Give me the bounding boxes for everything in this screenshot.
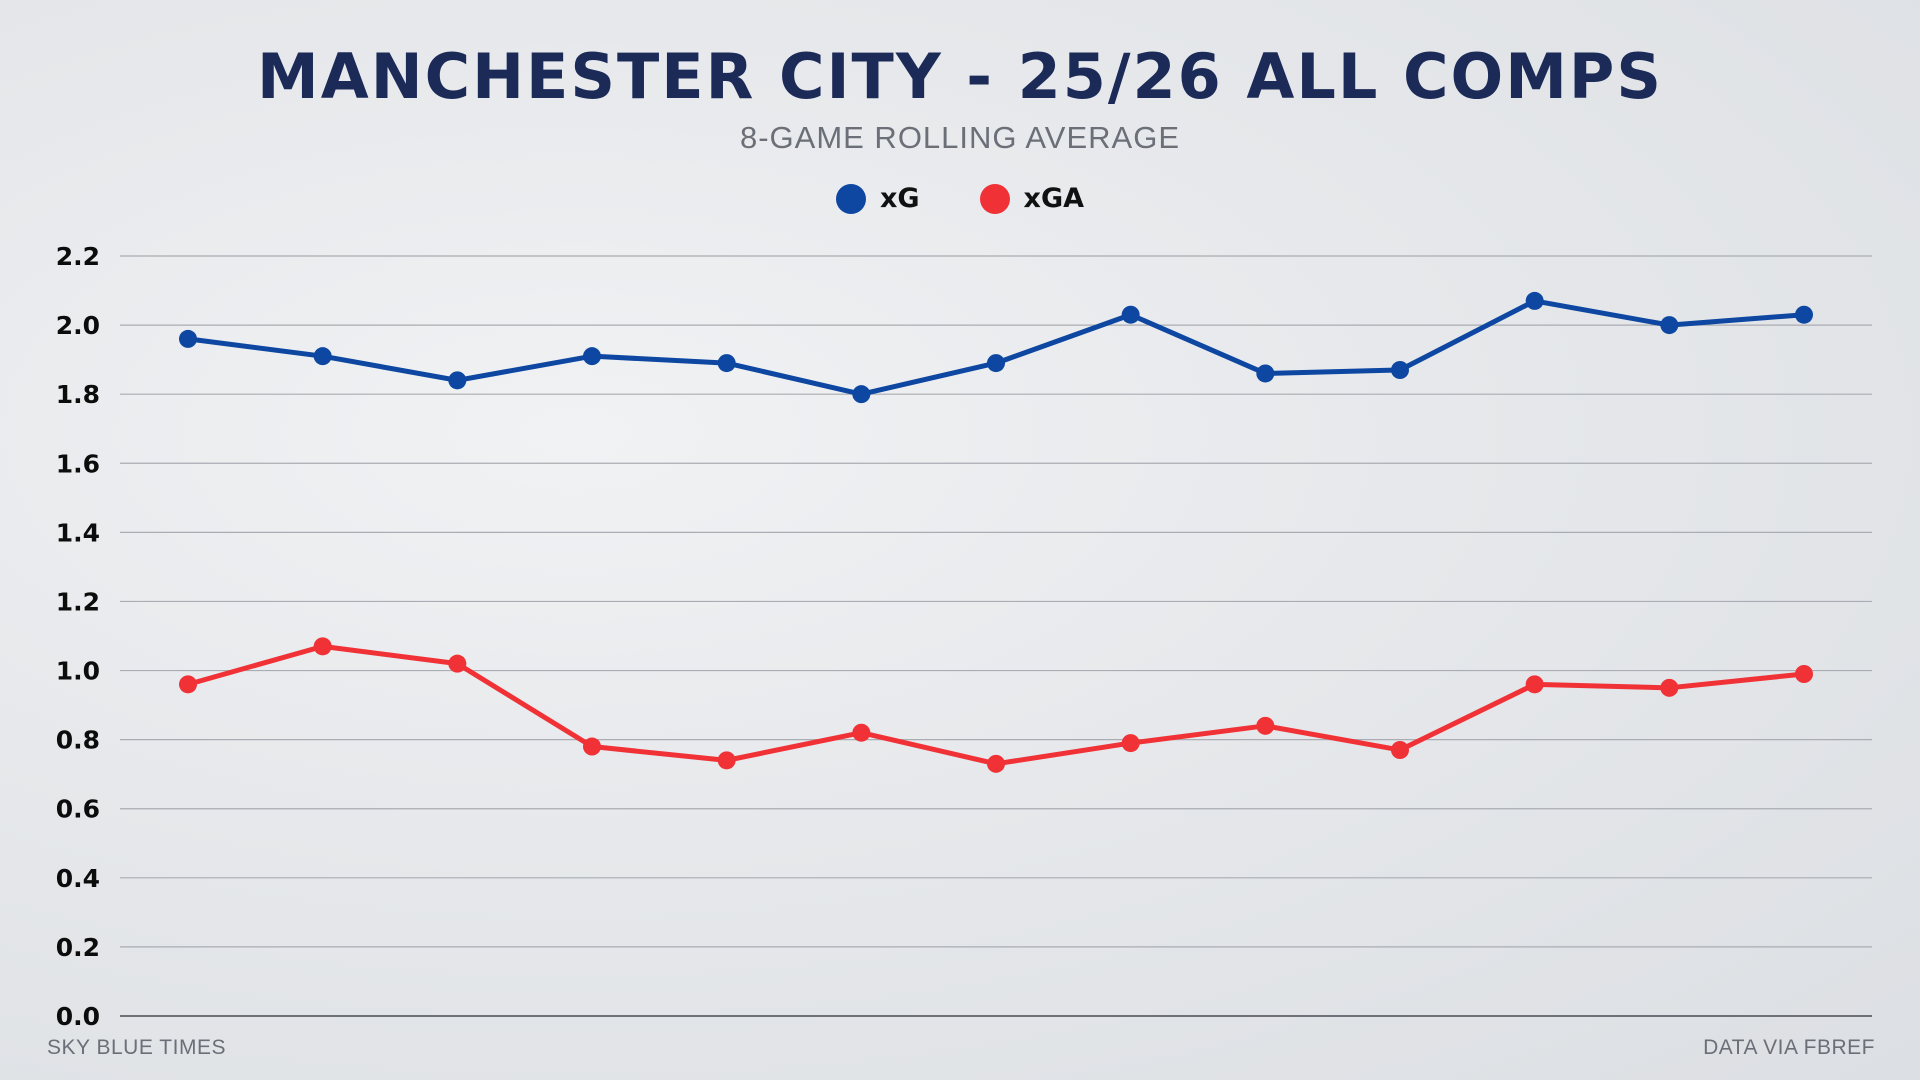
legend-marker-xga [979,183,1010,214]
data-point-xga [448,654,467,673]
data-point-xg [852,385,871,404]
y-tick-label: 1.8 [56,380,100,409]
series-lines [179,291,1813,773]
data-point-xg [1795,305,1813,324]
data-point-xga [1660,678,1679,697]
legend-marker-xg [835,183,866,214]
y-tick-label: 1.6 [56,449,100,478]
gridlines [120,255,1872,1017]
data-point-xg [987,354,1005,373]
series-xga [179,637,1813,773]
legend-item-xga: xGA [979,183,1085,214]
data-point-xg [1525,291,1544,310]
data-point-xga [1795,665,1813,683]
credit-data: DATA VIA FBREF [1703,1036,1875,1059]
y-tick-label: 1.0 [56,657,100,686]
legend: xG xGA [0,183,1920,214]
chart-title: MANCHESTER CITY - 25/26 ALL COMPS [257,40,1663,113]
data-point-xga [1256,716,1275,735]
legend-label-xga: xGA [1023,183,1085,214]
data-point-xga [987,754,1005,773]
data-point-xga [313,637,332,656]
data-point-xga [717,751,736,770]
y-tick-label: 1.2 [56,587,100,616]
data-point-xg [1660,316,1679,335]
data-point-xg [717,354,736,373]
data-point-xg [1256,364,1275,383]
y-axis-ticks: 0.0 0.2 0.4 0.6 0.8 1.0 1.2 1.4 1.6 1.8 2.0 2.2 [56,242,100,1031]
credit-source: SKY BLUE TIMES [47,1036,226,1059]
data-point-xga [1121,734,1140,753]
series-line-xg [187,298,1805,397]
series-xg [179,291,1813,404]
data-point-xg [1121,305,1140,324]
series-line-xga [187,643,1805,767]
data-point-xg [1391,361,1409,379]
data-point-xga [852,723,871,742]
y-tick-label: 2.0 [56,311,100,340]
y-tick-label: 0.2 [56,933,100,962]
y-tick-label: 0.8 [56,726,100,755]
y-tick-label: 1.4 [56,518,100,547]
y-tick-label: 2.2 [56,242,100,271]
data-point-xg [179,329,197,348]
chart-subtitle: 8-GAME ROLLING AVERAGE [739,120,1181,155]
legend-item-xg: xG [835,183,920,214]
y-tick-label: 0.4 [56,864,100,893]
data-point-xg [583,347,601,366]
y-tick-label: 0.0 [56,1002,100,1031]
data-point-xg [448,371,467,390]
legend-label-xg: xG [879,183,920,214]
y-tick-label: 0.6 [56,795,100,824]
data-point-xga [1391,741,1409,759]
data-point-xga [583,737,601,756]
data-point-xga [179,675,197,694]
data-point-xg [313,347,332,366]
data-point-xga [1525,675,1544,694]
